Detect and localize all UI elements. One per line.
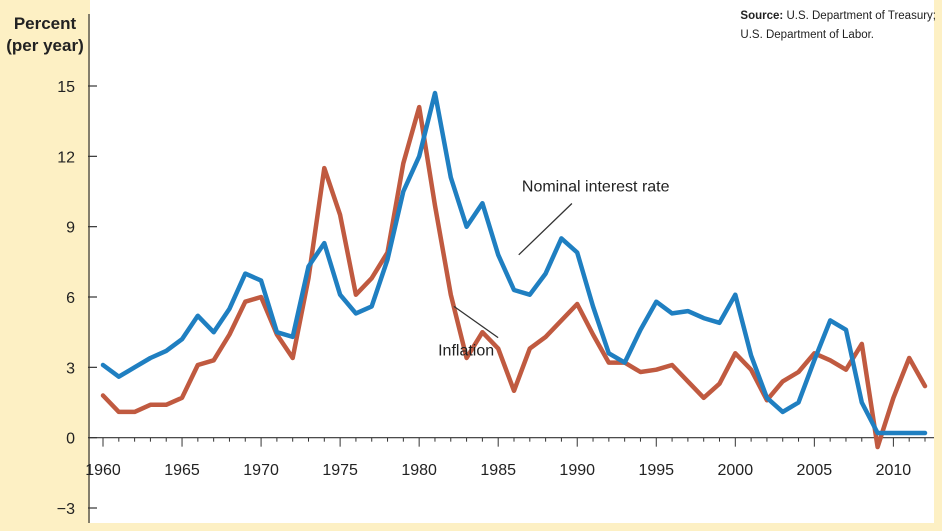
source-label: Source: xyxy=(740,10,784,22)
x-tick-label: 2005 xyxy=(797,462,833,479)
axes: 15 12 9 6 3 0 −3 1960 1965 1970 1975 1980 1985 1990 19… xyxy=(57,14,934,523)
x-tick-label: 1995 xyxy=(638,462,674,479)
x-tick-label: 2010 xyxy=(876,462,912,479)
plot-area xyxy=(90,0,934,523)
y-tick-label: 6 xyxy=(66,290,75,307)
annotation-leader-line xyxy=(453,305,499,339)
x-tick-label: 1965 xyxy=(164,462,200,479)
annotation-leader-line xyxy=(518,203,573,256)
annotation-inflation: Inflation xyxy=(438,343,494,360)
series-lines xyxy=(100,90,928,450)
annotation-nominal-interest-rate: Nominal interest rate xyxy=(522,179,670,196)
x-tick-label: 1985 xyxy=(480,462,516,479)
y-tick-label: 9 xyxy=(66,220,75,237)
x-tick-label: 2000 xyxy=(718,462,754,479)
y-axis-label-line-2: (per year) xyxy=(6,36,84,55)
y-axis-label-line-1: Percent xyxy=(13,14,77,33)
x-tick-label: 1990 xyxy=(559,462,595,479)
x-tick-label: 1960 xyxy=(85,462,121,479)
y-tick-label: 15 xyxy=(57,79,75,96)
source-note: Source: U.S. Department of Treasury; U.S… xyxy=(740,7,936,45)
annotations: Nominal interest rate Inflation xyxy=(438,179,669,360)
nominal-interest-rate-line xyxy=(100,90,928,436)
y-tick-label: 0 xyxy=(66,431,75,448)
x-tick-label: 1970 xyxy=(243,462,279,479)
y-tick-label: 12 xyxy=(57,149,75,166)
inflation-line xyxy=(100,104,928,450)
y-tick-label: −3 xyxy=(57,501,75,518)
y-tick-label: 3 xyxy=(66,360,75,377)
source-line-2: U.S. Department of Labor. xyxy=(740,29,875,41)
x-tick-label: 1975 xyxy=(322,462,358,479)
x-tick-label: 1980 xyxy=(401,462,437,479)
source-line-1: U.S. Department of Treasury; xyxy=(786,10,936,22)
